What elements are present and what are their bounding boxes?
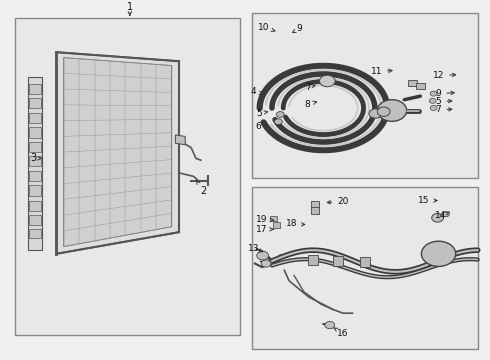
Bar xyxy=(252,13,478,178)
Text: 9: 9 xyxy=(293,24,302,33)
Bar xyxy=(273,222,280,228)
Circle shape xyxy=(261,260,271,267)
Circle shape xyxy=(257,251,269,260)
Bar xyxy=(28,77,42,250)
Text: 3: 3 xyxy=(30,153,42,163)
Text: 10: 10 xyxy=(258,22,275,31)
Polygon shape xyxy=(175,135,185,145)
Bar xyxy=(333,256,343,266)
Bar xyxy=(29,215,41,225)
Bar xyxy=(252,187,478,349)
Text: 4: 4 xyxy=(251,87,263,96)
Circle shape xyxy=(429,98,436,103)
Text: 1: 1 xyxy=(127,2,133,15)
Circle shape xyxy=(319,75,335,87)
Text: 2: 2 xyxy=(196,181,206,196)
Circle shape xyxy=(430,105,437,111)
Polygon shape xyxy=(56,52,179,254)
Circle shape xyxy=(276,112,284,117)
Bar xyxy=(29,156,41,166)
Text: 9: 9 xyxy=(436,89,454,98)
Text: 12: 12 xyxy=(433,71,456,80)
Text: 7: 7 xyxy=(305,83,315,91)
Text: 15: 15 xyxy=(418,196,437,205)
Bar xyxy=(15,18,240,335)
Bar xyxy=(29,84,41,94)
Circle shape xyxy=(377,100,407,121)
Circle shape xyxy=(325,321,335,329)
Circle shape xyxy=(274,119,282,125)
Circle shape xyxy=(432,213,443,222)
Text: 6: 6 xyxy=(256,122,268,131)
Text: 8: 8 xyxy=(305,100,317,109)
Text: 19: 19 xyxy=(256,215,273,224)
Text: 7: 7 xyxy=(436,105,452,114)
Circle shape xyxy=(377,107,390,116)
Text: 20: 20 xyxy=(327,197,349,206)
Bar xyxy=(311,207,319,214)
Bar xyxy=(311,201,319,208)
Polygon shape xyxy=(64,58,172,247)
Text: 5: 5 xyxy=(256,109,268,118)
Bar xyxy=(270,216,277,221)
Bar xyxy=(416,83,425,89)
Text: 11: 11 xyxy=(370,68,392,77)
Circle shape xyxy=(369,109,382,118)
Circle shape xyxy=(430,91,437,96)
Bar xyxy=(29,113,41,123)
Text: 18: 18 xyxy=(286,219,305,228)
Text: 16: 16 xyxy=(334,328,349,338)
Bar xyxy=(408,80,417,86)
Bar xyxy=(308,255,318,265)
Bar xyxy=(29,127,41,138)
Bar xyxy=(29,98,41,108)
Text: 5: 5 xyxy=(436,97,452,106)
Bar xyxy=(29,171,41,181)
Circle shape xyxy=(442,212,449,217)
Text: 13: 13 xyxy=(248,244,263,253)
Circle shape xyxy=(421,241,456,266)
Bar xyxy=(29,142,41,152)
Bar xyxy=(29,229,41,238)
Text: 14: 14 xyxy=(435,211,449,220)
Bar xyxy=(29,185,41,196)
Bar xyxy=(29,201,41,211)
Bar xyxy=(360,257,370,267)
Text: 17: 17 xyxy=(256,225,273,234)
